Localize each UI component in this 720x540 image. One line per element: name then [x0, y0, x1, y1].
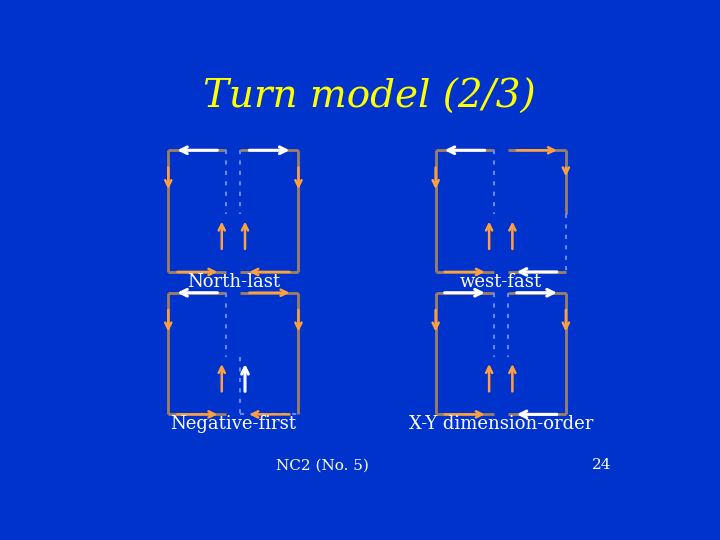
- Text: Turn model (2/3): Turn model (2/3): [203, 79, 535, 116]
- Text: 24: 24: [592, 458, 611, 472]
- Text: North-last: North-last: [186, 273, 280, 291]
- Text: NC2 (No. 5): NC2 (No. 5): [276, 458, 369, 472]
- Text: Negative-first: Negative-first: [171, 415, 297, 433]
- Text: X-Y dimension-order: X-Y dimension-order: [408, 415, 593, 433]
- Text: west-fast: west-fast: [459, 273, 542, 291]
